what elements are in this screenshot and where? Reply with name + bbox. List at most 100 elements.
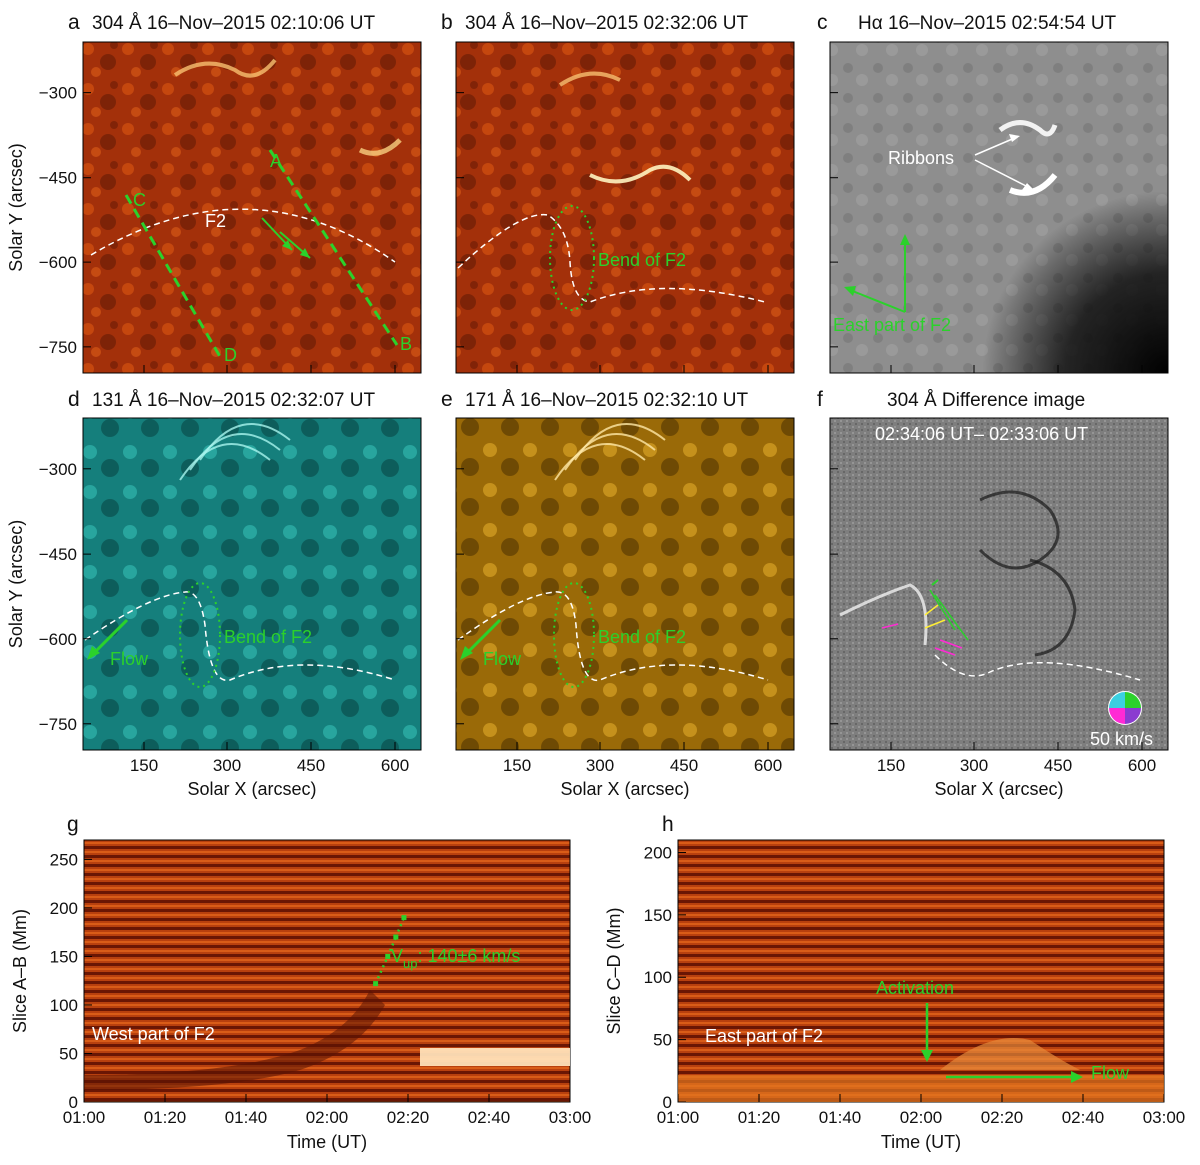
time-tick-label: 01:40 (819, 1108, 862, 1127)
panel-g-fit-points (373, 915, 407, 987)
time-tick-label: 01:20 (738, 1108, 781, 1127)
x-tick-label: 300 (586, 756, 614, 775)
panel-a-title: 304 Å 16–Nov–2015 02:10:06 UT (92, 13, 375, 34)
panel-c: c Hα 16–Nov–2015 02:54:54 UT Ribbons Eas… (817, 11, 1169, 374)
fit-line (374, 955, 389, 985)
panel-a-label-b: B (400, 334, 412, 354)
y-tick-label: −450 (39, 169, 77, 188)
panel-b-letter: b (441, 11, 453, 34)
panel-d-bend-ellipse (179, 582, 221, 688)
y-tick-label: −300 (39, 460, 77, 479)
panel-h: h East part of F2 Activation Flow (662, 813, 1165, 1103)
panel-e-image (455, 417, 795, 751)
x-tick-label: 150 (877, 756, 905, 775)
panel-d-flow-label: Flow (110, 649, 149, 669)
y-tick-label: −600 (39, 253, 77, 272)
time-tick-label: 03:00 (549, 1108, 592, 1127)
y-axis-label: Solar Y (arcsec) (6, 143, 26, 271)
x-tick-label: 300 (960, 756, 988, 775)
panel-d: d 131 Å 16–Nov–2015 02:32:07 UT Bend of … (68, 388, 422, 751)
panel-f-image (829, 417, 1169, 751)
x-tick-label: 450 (297, 756, 325, 775)
panel-a-label-a: A (270, 151, 282, 171)
panel-h-image (677, 839, 1165, 1103)
time-tick-label: 01:00 (657, 1108, 700, 1127)
slice-tick-label: 150 (644, 906, 672, 925)
time-tick-label: 02:40 (1062, 1108, 1105, 1127)
panel-a: a 304 Å 16–Nov–2015 02:10:06 UT A B C D … (68, 11, 422, 374)
panel-f-scale-label: 50 km/s (1090, 729, 1153, 749)
x-tick-label: 600 (381, 756, 409, 775)
time-axis-label: Time (UT) (881, 1132, 961, 1152)
panel-c-title: Hα 16–Nov–2015 02:54:54 UT (858, 13, 1117, 34)
slice-tick-label: 250 (50, 850, 78, 869)
x-tick-label: 600 (754, 756, 782, 775)
y-axis-label: Solar Y (arcsec) (6, 520, 26, 648)
panel-a-label-d: D (224, 345, 237, 365)
panel-c-ribbon-2 (1008, 173, 1058, 196)
slice-tick-label: 150 (50, 947, 78, 966)
panel-e-bend-ellipse (553, 582, 595, 688)
panel-f-letter: f (817, 388, 823, 411)
slice-tick-label: 50 (59, 1044, 78, 1063)
panel-g-vel-prefix: V (391, 946, 403, 966)
panel-a-image (82, 41, 422, 374)
panel-a-f2-trace (90, 208, 396, 263)
panel-d-title: 131 Å 16–Nov–2015 02:32:07 UT (92, 390, 375, 411)
panel-f: f 304 Å Difference image 02:34:06 UT– 02… (817, 388, 1169, 751)
panel-f-f2-trace (934, 654, 1141, 681)
panel-g-vel-sub: up (403, 956, 417, 971)
panel-b-image (455, 41, 795, 374)
x-tick-label: 300 (213, 756, 241, 775)
time-tick-label: 03:00 (1143, 1108, 1186, 1127)
panel-b: b 304 Å 16–Nov–2015 02:32:06 UT Bend of … (441, 11, 795, 374)
panel-d-bend-label: Bend of F2 (224, 627, 312, 647)
panel-c-ribbon-1 (998, 120, 1058, 137)
time-tick-label: 01:00 (63, 1108, 106, 1127)
y-tick-label: −450 (39, 545, 77, 564)
x-axis-label: Solar X (arcsec) (187, 779, 316, 799)
slice-tick-label: 0 (663, 1093, 672, 1112)
panel-c-letter: c (817, 11, 828, 34)
panel-h-activation-label: Activation (876, 978, 954, 998)
panel-e-letter: e (441, 388, 453, 411)
panel-a-label-f2: F2 (205, 211, 226, 231)
panel-e-bend-label: Bend of F2 (598, 627, 686, 647)
time-tick-label: 02:40 (468, 1108, 511, 1127)
y-tick-label: −600 (39, 630, 77, 649)
panel-h-flow-label: Flow (1091, 1063, 1130, 1083)
panel-a-label-c: C (133, 190, 146, 210)
panel-e-f2-trace (457, 591, 769, 682)
panel-d-f2-trace (84, 591, 396, 682)
y-tick-label: −750 (39, 338, 77, 357)
x-tick-label: 450 (670, 756, 698, 775)
panel-g-letter: g (67, 813, 79, 836)
time-tick-label: 02:20 (387, 1108, 430, 1127)
time-tick-label: 02:20 (981, 1108, 1024, 1127)
panel-g-velocity: Vup: 140±6 km/s (391, 946, 520, 971)
panel-g-vel-value: : 140±6 km/s (417, 946, 520, 966)
panel-b-f2-trace (457, 213, 766, 303)
x-tick-label: 150 (503, 756, 531, 775)
slice-tick-label: 100 (644, 968, 672, 987)
panel-b-bend-ellipse (549, 205, 595, 311)
x-axis-label: Solar X (arcsec) (934, 779, 1063, 799)
slice-tick-label: 50 (653, 1031, 672, 1050)
time-tick-label: 02:00 (306, 1108, 349, 1127)
panel-g-label: West part of F2 (92, 1024, 215, 1044)
y-tick-label: −750 (39, 715, 77, 734)
fit-point (401, 915, 407, 921)
panel-h-label: East part of F2 (705, 1026, 823, 1046)
x-axis-label: Solar X (arcsec) (560, 779, 689, 799)
panel-a-letter: a (68, 11, 80, 34)
slice-tick-label: 0 (69, 1093, 78, 1112)
panel-c-ribbons-label: Ribbons (888, 148, 954, 168)
panel-c-east-label: East part of F2 (833, 315, 951, 335)
panel-f-velocity-arrows (881, 579, 969, 656)
panel-g: g West part of F2 Vup: 140±6 km/s (67, 813, 571, 1103)
x-tick-label: 150 (130, 756, 158, 775)
slice-axis-label: Slice A–B (Mm) (10, 909, 30, 1033)
panel-d-letter: d (68, 388, 80, 411)
y-tick-label: −300 (39, 84, 77, 103)
time-tick-label: 02:00 (900, 1108, 943, 1127)
